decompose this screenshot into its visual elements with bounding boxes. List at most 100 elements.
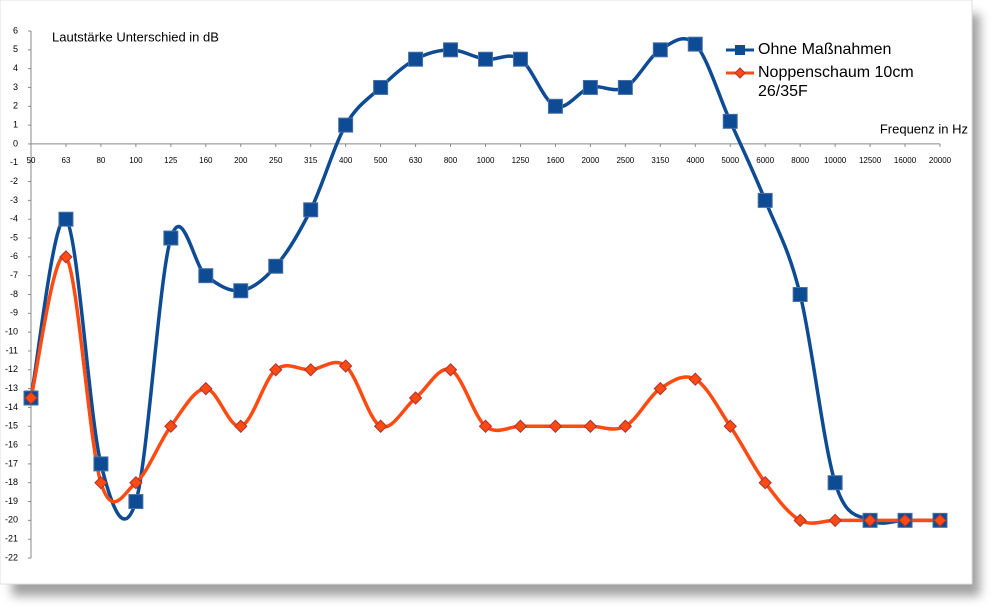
marker — [793, 513, 807, 528]
x-tick-label: 400 — [339, 156, 353, 165]
marker — [408, 51, 424, 67]
marker — [198, 268, 214, 284]
marker — [583, 419, 598, 433]
x-tick-label: 1250 — [512, 156, 530, 165]
legend-entry: Ohne Maßnahmen — [726, 40, 926, 59]
y-tick-label: -20 — [5, 515, 18, 525]
marker — [303, 363, 318, 377]
y-tick-label: -21 — [5, 534, 18, 544]
y-tick-label: -18 — [5, 477, 18, 487]
legend-label: Ohne Maßnahmen — [758, 41, 892, 58]
marker — [58, 211, 74, 227]
marker — [653, 381, 668, 396]
marker — [199, 381, 213, 396]
y-tick-label: -16 — [5, 439, 18, 449]
x-tick-label: 5000 — [721, 156, 739, 165]
marker — [513, 419, 528, 433]
legend-swatch — [726, 45, 754, 55]
x-tick-label: 2500 — [616, 156, 634, 165]
legend: Ohne Maßnahmen Noppenschaum 10cm 26/35F — [726, 40, 926, 105]
marker — [618, 419, 633, 433]
x-axis-title: Frequenz in Hz — [880, 121, 968, 136]
y-tick-label: -4 — [10, 214, 18, 224]
x-tick-label: 1000 — [477, 156, 495, 165]
marker — [512, 51, 528, 67]
marker — [443, 42, 459, 58]
y-tick-label: -13 — [5, 383, 18, 393]
marker — [129, 476, 143, 490]
marker — [24, 391, 38, 405]
marker — [792, 287, 808, 302]
x-tick-label: 63 — [62, 156, 71, 165]
marker — [723, 419, 737, 433]
marker — [548, 419, 563, 433]
y-tick-label: -3 — [10, 195, 18, 205]
marker — [898, 513, 912, 528]
legend-marker — [735, 45, 745, 55]
marker — [582, 79, 598, 95]
y-tick-label: -11 — [6, 345, 18, 355]
x-tick-label: 3150 — [651, 156, 669, 165]
y-tick-label: -2 — [10, 176, 18, 186]
x-tick-label: 12500 — [859, 156, 882, 165]
marker — [863, 513, 877, 528]
y-tick-label: -7 — [10, 270, 18, 280]
marker — [93, 456, 109, 472]
y-tick-label: -12 — [5, 364, 18, 374]
marker — [164, 419, 178, 433]
marker — [303, 202, 319, 218]
x-tick-label: 8000 — [791, 156, 809, 165]
legend-marker — [734, 67, 746, 79]
marker — [94, 476, 108, 490]
y-tick-label: -22 — [5, 552, 18, 562]
y-tick-label: 6 — [13, 25, 18, 35]
marker — [233, 283, 249, 299]
x-tick-label: 4000 — [686, 156, 704, 165]
marker — [722, 113, 738, 129]
legend-swatch — [726, 67, 754, 79]
x-tick-label: 500 — [374, 156, 388, 165]
marker — [827, 475, 843, 491]
marker — [617, 79, 633, 95]
x-tick-label: 16000 — [894, 156, 917, 165]
legend-label: Noppenschaum 10cm 26/35F — [758, 64, 914, 100]
y-tick-label: -1 — [10, 157, 18, 167]
x-tick-label: 160 — [199, 156, 213, 165]
x-tick-label: 20000 — [929, 156, 952, 165]
y-tick-label: -6 — [10, 251, 18, 261]
x-tick-label: 6000 — [756, 156, 774, 165]
marker — [373, 79, 389, 95]
x-tick-label: 800 — [444, 156, 458, 165]
x-tick-label: 1600 — [547, 156, 565, 165]
x-tick-label: 200 — [234, 156, 248, 165]
marker — [234, 419, 248, 433]
marker — [478, 51, 493, 67]
y-tick-label: -10 — [5, 327, 18, 337]
marker — [443, 363, 458, 377]
x-tick-label: 10000 — [824, 156, 847, 165]
y-tick-label: -8 — [10, 289, 18, 299]
marker — [688, 372, 702, 386]
marker — [269, 363, 283, 377]
marker — [338, 117, 354, 133]
marker — [652, 42, 668, 58]
x-tick-label: 100 — [129, 156, 143, 165]
marker — [408, 391, 423, 405]
x-tick-label: 80 — [96, 156, 105, 165]
x-tick-label: 2000 — [581, 156, 599, 165]
y-tick-label: -17 — [5, 458, 18, 468]
marker — [758, 476, 772, 490]
legend-entry: Noppenschaum 10cm 26/35F — [726, 63, 926, 101]
x-tick-label: 315 — [304, 156, 318, 165]
marker — [757, 192, 773, 208]
x-tick-label: 50 — [27, 156, 36, 165]
marker — [128, 494, 144, 510]
marker — [478, 419, 493, 433]
y-tick-label: 3 — [13, 82, 18, 92]
marker — [373, 419, 388, 433]
marker — [268, 258, 284, 274]
y-tick-label: -14 — [5, 402, 18, 412]
marker — [338, 359, 353, 373]
